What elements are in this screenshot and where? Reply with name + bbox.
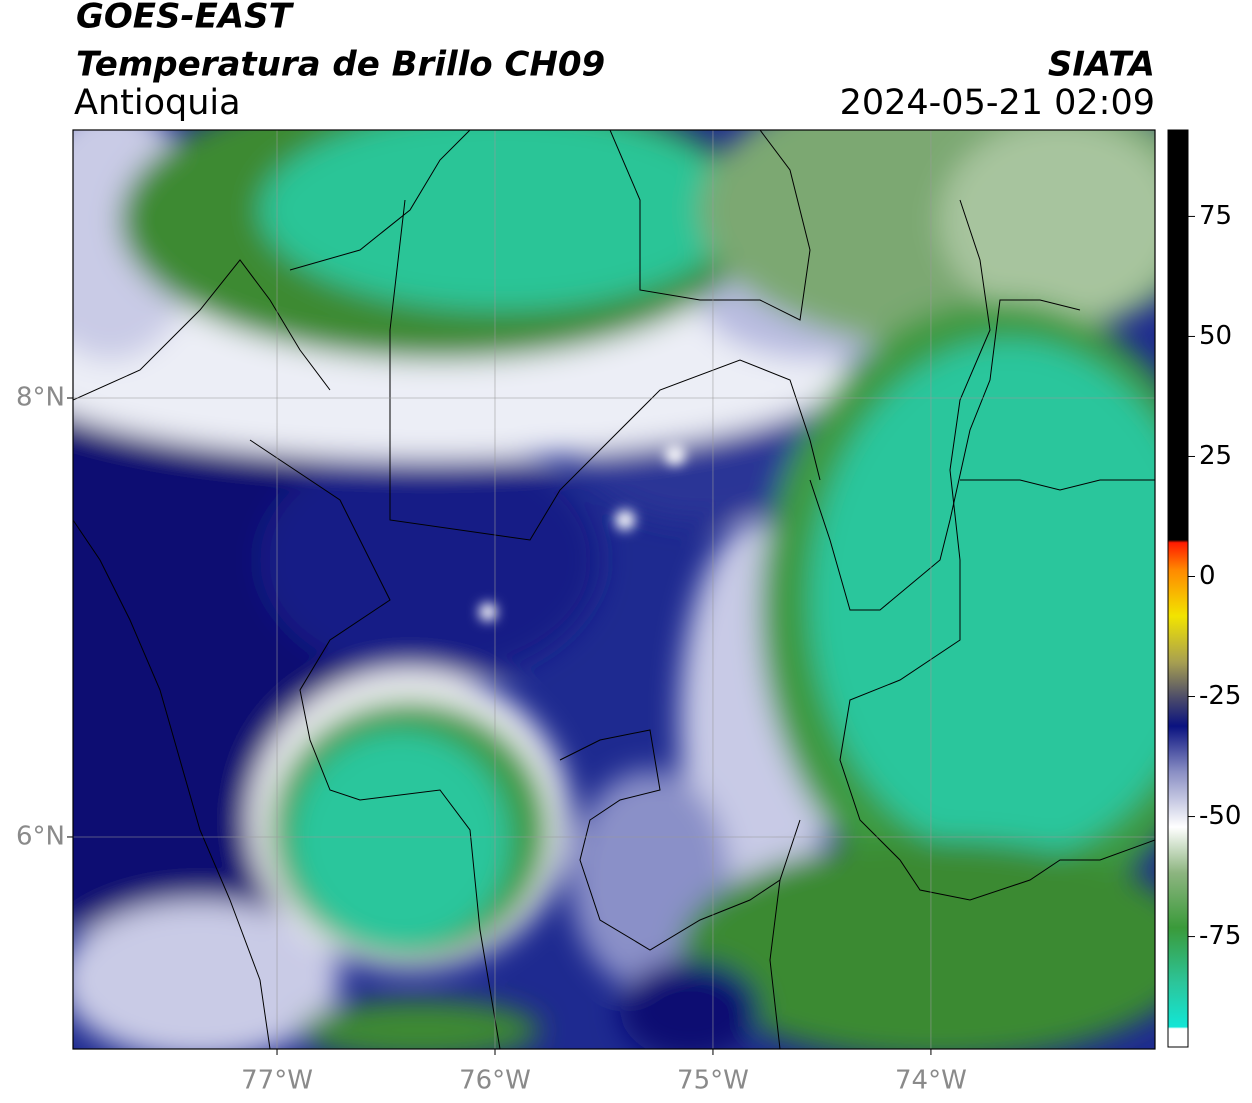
colorbar-tick-label: 50: [1199, 321, 1232, 351]
subtitle: Temperatura de Brillo CH09: [76, 45, 605, 85]
map-frame: [72, 129, 1156, 1050]
region: Antioquia: [74, 83, 241, 123]
source: SIATA: [1048, 45, 1155, 85]
title: GOES-EAST: [76, 0, 295, 37]
colorbar-tick-label: -75: [1199, 921, 1241, 951]
colorbar-tick-label: 25: [1199, 441, 1232, 471]
colorbar-tick-label: -50: [1199, 801, 1241, 831]
colorbar: [1167, 129, 1189, 1048]
datetime: 2024-05-21 02:09: [840, 83, 1155, 123]
colorbar-tick-label: 75: [1199, 201, 1232, 231]
lat-tick-label: 8°N: [16, 382, 65, 412]
colorbar-tick-label: 0: [1199, 561, 1216, 591]
satellite-image: [73, 130, 1155, 1049]
lon-tick-label: 74°W: [895, 1066, 967, 1096]
lon-tick-label: 76°W: [459, 1066, 531, 1096]
lon-tick-label: 75°W: [677, 1066, 749, 1096]
lat-tick-label: 6°N: [16, 821, 65, 851]
graticule: [73, 130, 1155, 1049]
colorbar-tick-label: -25: [1199, 681, 1241, 711]
borders: [73, 130, 1155, 1049]
lon-tick-label: 77°W: [241, 1066, 313, 1096]
